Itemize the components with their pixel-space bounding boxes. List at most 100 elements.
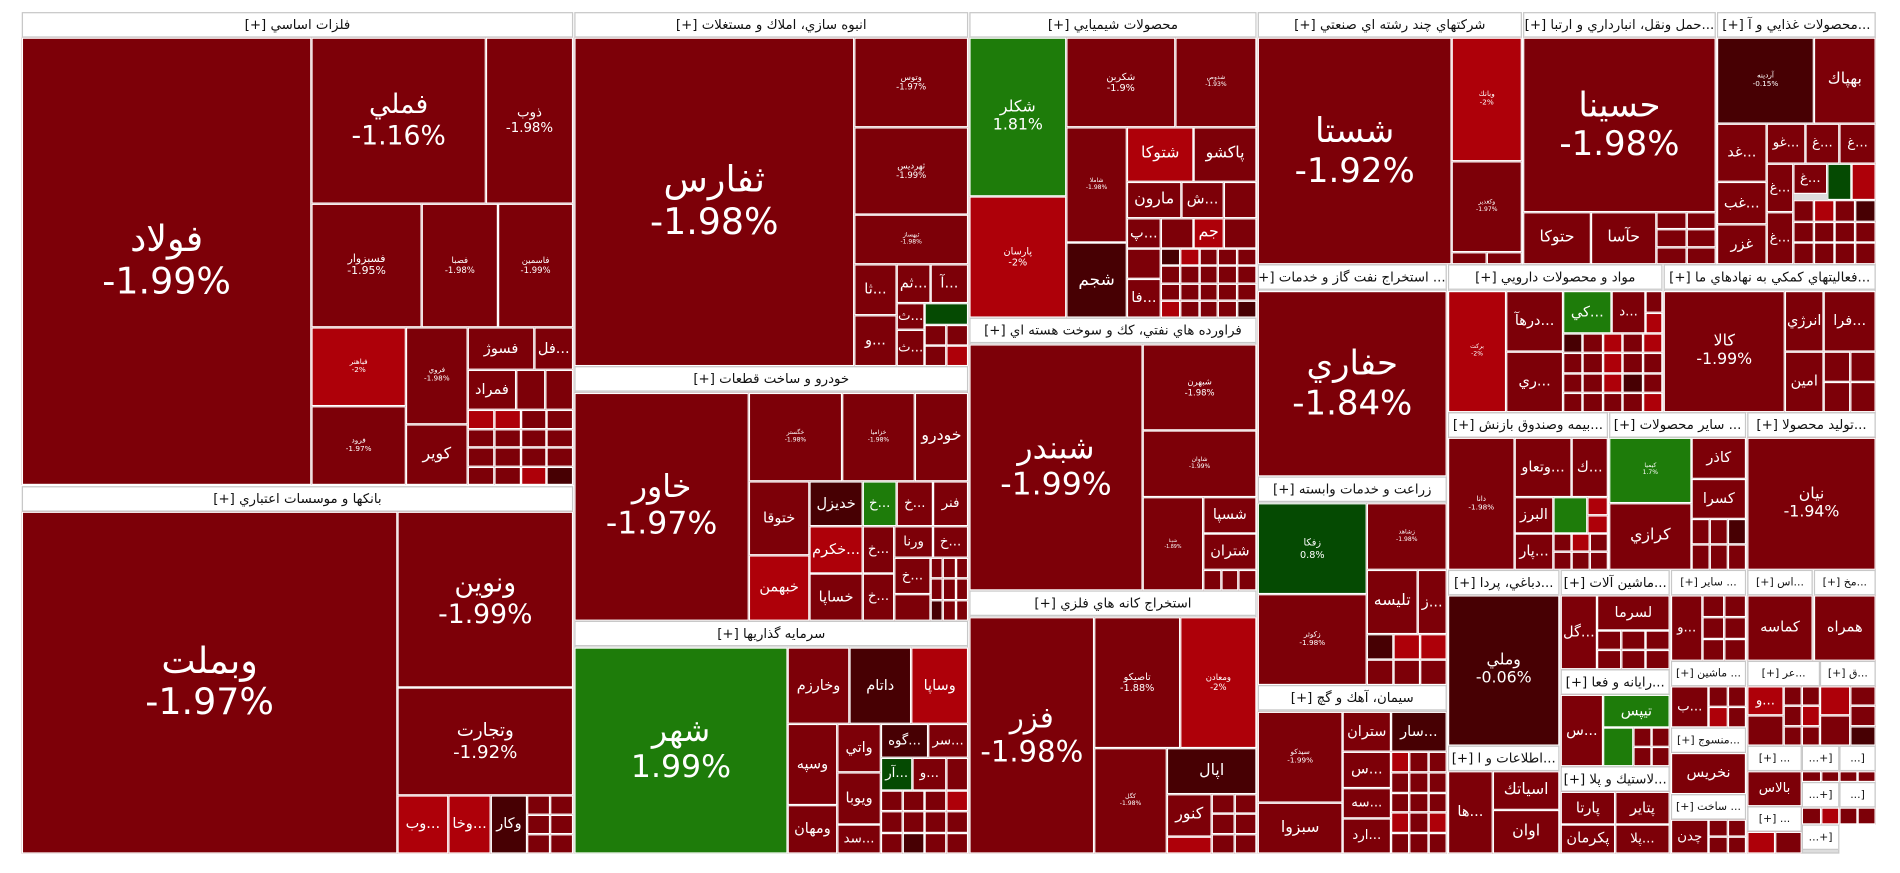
- stock-tile[interactable]: ...پار: [1514, 533, 1554, 570]
- stock-tile-small[interactable]: [1702, 595, 1725, 618]
- stock-tile-small[interactable]: [1451, 252, 1487, 265]
- stock-tile-small[interactable]: [1857, 771, 1876, 783]
- stock-tile[interactable]: ...سار: [1391, 711, 1447, 752]
- stock-tile-small[interactable]: [1199, 283, 1219, 301]
- stock-tile-small[interactable]: [1428, 833, 1447, 854]
- stock-tile-small[interactable]: [1622, 333, 1643, 354]
- stock-tile-small[interactable]: [946, 345, 969, 367]
- stock-tile[interactable]: آردينه -0.15%: [1716, 37, 1814, 124]
- stock-tile[interactable]: واتي: [837, 723, 881, 773]
- sector-header-expand[interactable]: ...فعاليتهاي كمكي به نهادهاي ما [+]: [1664, 265, 1875, 290]
- stock-tile-small[interactable]: [1686, 246, 1716, 265]
- stock-tile[interactable]: ثفارس -1.98%: [574, 37, 855, 367]
- stock-tile[interactable]: فسبزوار -1.95%: [311, 203, 422, 328]
- stock-tile-small[interactable]: [494, 409, 521, 429]
- stock-tile[interactable]: چدن: [1670, 819, 1709, 854]
- sector-header-expand[interactable]: ... [+]: [1748, 746, 1801, 772]
- stock-tile-small[interactable]: [1622, 392, 1643, 413]
- stock-tile[interactable]: اپال: [1166, 748, 1257, 795]
- stock-tile-small[interactable]: [1724, 595, 1747, 618]
- stock-tile[interactable]: ...فل: [534, 327, 574, 370]
- stock-tile-small[interactable]: [1747, 715, 1784, 746]
- stock-tile-small[interactable]: [1774, 831, 1802, 854]
- stock-tile-small[interactable]: [1645, 630, 1670, 650]
- stock-tile[interactable]: ...سر: [928, 723, 969, 758]
- stock-tile[interactable]: زشاهد -1.98%: [1366, 503, 1447, 570]
- sector-header-expand[interactable]: ...اطلاعات و ا [+]: [1449, 746, 1559, 772]
- stock-tile[interactable]: شتران: [1203, 533, 1257, 570]
- sector-header-expand[interactable]: ...رايانه و فعا [+]: [1561, 670, 1669, 695]
- stock-tile[interactable]: شبندر -1.99%: [969, 344, 1143, 591]
- stock-tile[interactable]: پكرمان: [1560, 824, 1616, 854]
- stock-tile[interactable]: وتوس -1.97%: [854, 37, 969, 128]
- stock-tile-small[interactable]: [1160, 283, 1180, 301]
- stock-tile-small[interactable]: [1642, 333, 1663, 354]
- stock-tile-small[interactable]: [1393, 659, 1421, 686]
- stock-tile[interactable]: شتوكا: [1126, 127, 1194, 182]
- sector-header-expand[interactable]: [+...: [1803, 825, 1839, 850]
- stock-tile[interactable]: شپنا -1.89%: [1142, 497, 1204, 591]
- stock-tile-small[interactable]: [1656, 229, 1687, 247]
- stock-tile-small[interactable]: [1724, 638, 1747, 661]
- stock-tile[interactable]: حفاري -1.84%: [1257, 291, 1447, 477]
- stock-tile[interactable]: ...سد: [837, 824, 881, 854]
- stock-tile-small[interactable]: [1691, 544, 1710, 570]
- stock-tile[interactable]: زفكا 0.8%: [1257, 503, 1367, 595]
- sector-header-expand[interactable]: ...ماشين آلات [+]: [1561, 571, 1669, 596]
- stock-tile-small[interactable]: [1783, 725, 1802, 746]
- stock-tile[interactable]: پاكشو: [1193, 127, 1257, 182]
- stock-tile-small[interactable]: [1801, 771, 1821, 783]
- stock-tile-small[interactable]: [955, 557, 969, 579]
- stock-tile[interactable]: وساپا: [911, 647, 969, 724]
- stock-tile[interactable]: كگل -1.98%: [1094, 748, 1167, 854]
- stock-tile[interactable]: كوير: [405, 424, 468, 485]
- sector-header-expand[interactable]: ...اس [+]: [1748, 571, 1812, 596]
- stock-tile[interactable]: شبهرن -1.98%: [1142, 344, 1257, 431]
- stock-tile[interactable]: شكلر 1.81%: [969, 37, 1067, 197]
- stock-tile-small[interactable]: [1645, 649, 1670, 670]
- stock-tile[interactable]: وخارزم: [787, 647, 850, 724]
- stock-tile-small[interactable]: [1851, 163, 1876, 201]
- stock-tile-small[interactable]: [1582, 353, 1603, 373]
- stock-tile-small[interactable]: [1563, 392, 1583, 413]
- stock-tile[interactable]: ...ري: [1506, 351, 1564, 413]
- stock-tile[interactable]: ...و: [1747, 686, 1784, 716]
- stock-tile-small[interactable]: [1160, 265, 1180, 284]
- stock-tile[interactable]: خبهمن: [748, 555, 810, 621]
- stock-tile-small[interactable]: [1820, 771, 1840, 783]
- stock-tile[interactable]: تيپس: [1603, 694, 1670, 728]
- stock-tile-small[interactable]: [1834, 200, 1856, 222]
- stock-tile-small[interactable]: [946, 324, 969, 346]
- stock-tile[interactable]: ...پلا: [1615, 824, 1670, 854]
- stock-tile-small[interactable]: [1855, 221, 1876, 243]
- stock-tile[interactable]: [1553, 497, 1588, 534]
- stock-tile-small[interactable]: [1218, 248, 1238, 266]
- sector-header-expand[interactable]: ...ق [+]: [1821, 662, 1875, 687]
- stock-tile-small[interactable]: [1686, 229, 1716, 247]
- stock-tile-small[interactable]: [1220, 569, 1239, 591]
- stock-tile[interactable]: ...س: [1342, 751, 1392, 789]
- stock-tile-small[interactable]: [955, 578, 969, 600]
- stock-tile[interactable]: وسپه: [787, 723, 838, 806]
- stock-tile-small[interactable]: [1727, 518, 1747, 545]
- stock-tile-small[interactable]: [930, 578, 944, 600]
- stock-tile-small[interactable]: [880, 790, 903, 812]
- stock-tile[interactable]: [924, 303, 969, 325]
- stock-tile-small[interactable]: [546, 447, 574, 467]
- stock-tile-small[interactable]: [1211, 794, 1235, 814]
- stock-tile-small[interactable]: [1179, 283, 1200, 301]
- stock-tile-small[interactable]: [1813, 221, 1835, 243]
- stock-tile-small[interactable]: [546, 466, 574, 485]
- stock-tile-small[interactable]: [1582, 392, 1603, 413]
- stock-tile-small[interactable]: [520, 447, 547, 467]
- stock-tile[interactable]: شكربن -1.9%: [1066, 37, 1176, 128]
- stock-tile[interactable]: ...و: [1670, 595, 1703, 661]
- stock-tile-small[interactable]: [1621, 649, 1646, 670]
- stock-tile-small[interactable]: [1793, 221, 1814, 243]
- stock-tile[interactable]: اسياتك: [1492, 771, 1560, 810]
- stock-tile[interactable]: ...و: [912, 757, 947, 791]
- stock-tile[interactable]: ...خ: [862, 573, 895, 621]
- stock-tile[interactable]: كيميا 1.7%: [1609, 437, 1692, 504]
- stock-tile-small[interactable]: [1855, 242, 1876, 265]
- sector-header-expand[interactable]: خودرو و ساخت قطعات [+]: [575, 367, 967, 392]
